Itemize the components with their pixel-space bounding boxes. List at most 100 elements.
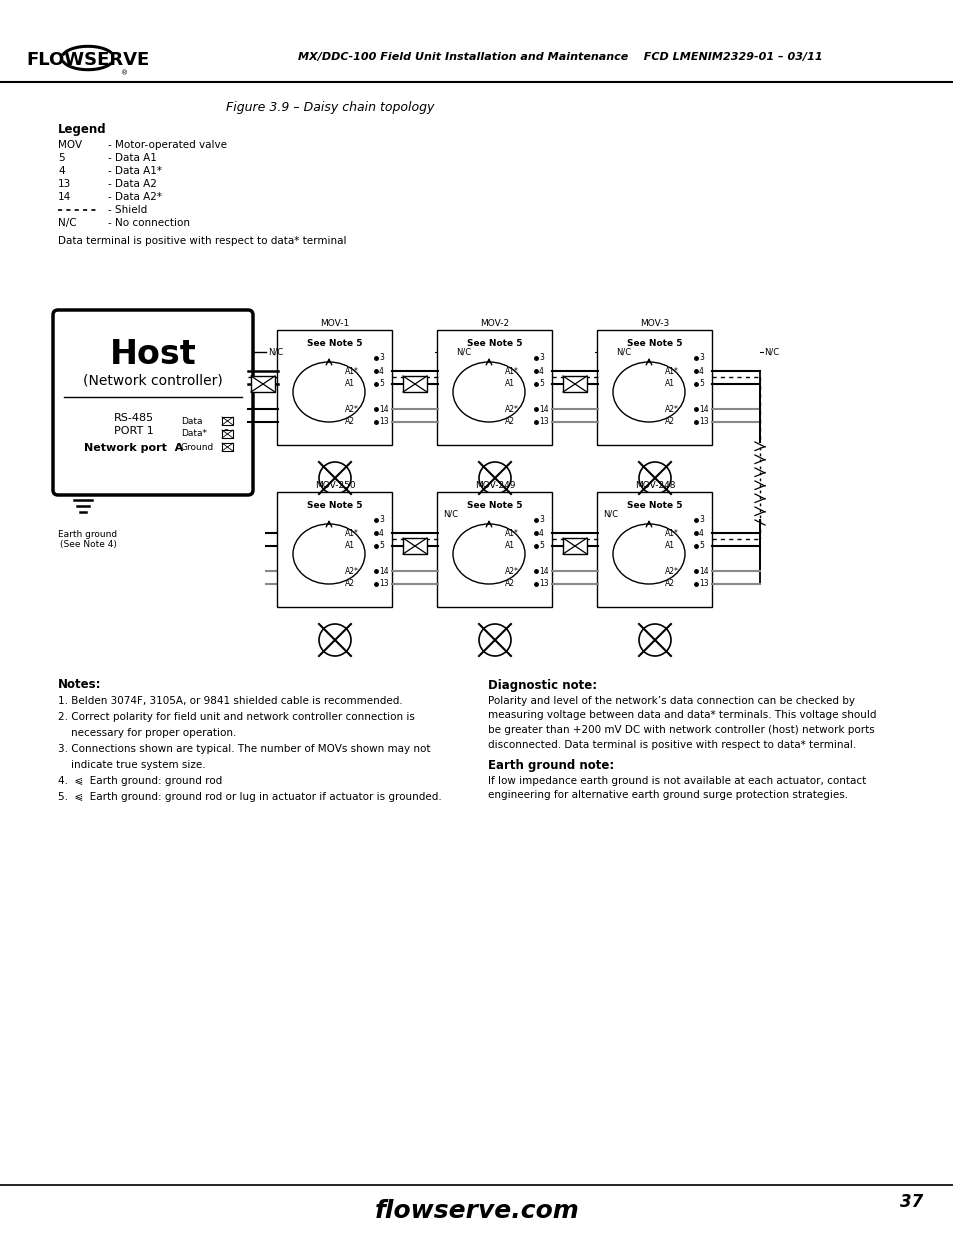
Text: 4.  ⩿  Earth ground: ground rod: 4. ⩿ Earth ground: ground rod bbox=[58, 776, 222, 785]
Circle shape bbox=[478, 462, 511, 494]
Text: 13: 13 bbox=[538, 579, 548, 589]
Circle shape bbox=[639, 462, 670, 494]
Ellipse shape bbox=[293, 524, 365, 584]
Text: 5: 5 bbox=[699, 379, 703, 389]
Text: A1*: A1* bbox=[345, 367, 358, 375]
Text: If low impedance earth ground is not available at each actuator, contact: If low impedance earth ground is not ava… bbox=[488, 776, 865, 785]
Ellipse shape bbox=[613, 524, 684, 584]
Text: A2: A2 bbox=[504, 579, 515, 589]
Text: A2*: A2* bbox=[664, 567, 679, 576]
Text: 13: 13 bbox=[378, 417, 388, 426]
Text: Host: Host bbox=[110, 338, 196, 372]
Text: 3: 3 bbox=[378, 515, 383, 525]
Text: N/C: N/C bbox=[456, 347, 471, 357]
Circle shape bbox=[318, 462, 351, 494]
Text: 3: 3 bbox=[538, 353, 543, 363]
Text: A2*: A2* bbox=[664, 405, 679, 414]
Bar bbox=[222, 443, 233, 451]
Text: 2: 2 bbox=[223, 430, 229, 438]
Bar bbox=[437, 492, 552, 606]
Text: - No connection: - No connection bbox=[108, 219, 190, 228]
Text: A2: A2 bbox=[664, 417, 675, 426]
Text: 14: 14 bbox=[538, 567, 548, 576]
Text: Earth ground note:: Earth ground note: bbox=[488, 758, 614, 772]
Text: A1: A1 bbox=[504, 541, 515, 551]
Text: - Data A1*: - Data A1* bbox=[108, 165, 162, 177]
Bar bbox=[597, 330, 712, 445]
Text: 4: 4 bbox=[699, 529, 703, 537]
Text: 4: 4 bbox=[538, 529, 543, 537]
Circle shape bbox=[478, 624, 511, 656]
Ellipse shape bbox=[293, 362, 365, 422]
Text: 4: 4 bbox=[378, 367, 383, 375]
Text: be greater than +200 mV DC with network controller (host) network ports: be greater than +200 mV DC with network … bbox=[488, 725, 874, 735]
Text: N/C: N/C bbox=[616, 347, 631, 357]
Text: 14: 14 bbox=[58, 191, 71, 203]
Text: Legend: Legend bbox=[58, 124, 107, 137]
Text: 4: 4 bbox=[538, 367, 543, 375]
Text: ®: ® bbox=[121, 70, 129, 77]
Text: MOV-3: MOV-3 bbox=[639, 320, 669, 329]
Text: - Data A1: - Data A1 bbox=[108, 153, 156, 163]
Text: engineering for alternative earth ground surge protection strategies.: engineering for alternative earth ground… bbox=[488, 790, 847, 800]
Text: 3: 3 bbox=[223, 442, 229, 452]
Text: - Motor-operated valve: - Motor-operated valve bbox=[108, 140, 227, 149]
Ellipse shape bbox=[613, 362, 684, 422]
Text: Network port  A: Network port A bbox=[84, 443, 183, 453]
Text: 14: 14 bbox=[378, 405, 388, 414]
Text: Ground: Ground bbox=[181, 442, 214, 452]
Ellipse shape bbox=[453, 362, 524, 422]
Text: 5: 5 bbox=[58, 153, 65, 163]
Text: 14: 14 bbox=[538, 405, 548, 414]
Text: 13: 13 bbox=[699, 417, 708, 426]
Text: 4: 4 bbox=[378, 529, 383, 537]
Text: 5: 5 bbox=[538, 541, 543, 551]
Text: MX/DDC-100 Field Unit Installation and Maintenance    FCD LMENIM2329-01 – 03/11: MX/DDC-100 Field Unit Installation and M… bbox=[297, 52, 821, 62]
Text: 5: 5 bbox=[378, 541, 383, 551]
Text: N/C: N/C bbox=[442, 510, 457, 519]
Text: 3: 3 bbox=[378, 353, 383, 363]
Text: A1: A1 bbox=[345, 379, 355, 389]
Text: 13: 13 bbox=[58, 179, 71, 189]
Circle shape bbox=[318, 624, 351, 656]
Text: N/C: N/C bbox=[602, 510, 618, 519]
Text: Earth ground
(See Note 4): Earth ground (See Note 4) bbox=[58, 530, 117, 550]
Text: 2. Correct polarity for field unit and network controller connection is: 2. Correct polarity for field unit and n… bbox=[58, 713, 415, 722]
Text: 3: 3 bbox=[699, 515, 703, 525]
Text: Polarity and level of the network’s data connection can be checked by: Polarity and level of the network’s data… bbox=[488, 697, 854, 706]
Text: 3. Connections shown are typical. The number of MOVs shown may not: 3. Connections shown are typical. The nu… bbox=[58, 743, 430, 755]
Text: - Data A2: - Data A2 bbox=[108, 179, 156, 189]
Text: disconnected. Data terminal is positive with respect to data* terminal.: disconnected. Data terminal is positive … bbox=[488, 740, 856, 750]
Text: N/C: N/C bbox=[268, 347, 283, 357]
Text: RS-485: RS-485 bbox=[113, 412, 153, 424]
Bar bbox=[562, 375, 586, 391]
Text: Data terminal is positive with respect to data* terminal: Data terminal is positive with respect t… bbox=[58, 236, 346, 246]
Text: A1*: A1* bbox=[345, 529, 358, 537]
Text: MOV: MOV bbox=[58, 140, 82, 149]
Text: 13: 13 bbox=[538, 417, 548, 426]
Text: A2*: A2* bbox=[504, 567, 518, 576]
Text: A2*: A2* bbox=[345, 405, 358, 414]
Text: N/C: N/C bbox=[763, 347, 779, 357]
Text: 4: 4 bbox=[699, 367, 703, 375]
Text: See Note 5: See Note 5 bbox=[467, 338, 522, 347]
Text: A2: A2 bbox=[664, 579, 675, 589]
Text: 5.  ⩿  Earth ground: ground rod or lug in actuator if actuator is grounded.: 5. ⩿ Earth ground: ground rod or lug in … bbox=[58, 792, 441, 802]
Text: A2*: A2* bbox=[345, 567, 358, 576]
Bar bbox=[402, 375, 427, 391]
Text: FLOWSERVE: FLOWSERVE bbox=[27, 51, 150, 69]
Text: 3: 3 bbox=[699, 353, 703, 363]
Text: 5: 5 bbox=[378, 379, 383, 389]
Text: necessary for proper operation.: necessary for proper operation. bbox=[58, 727, 236, 739]
Text: 1: 1 bbox=[223, 416, 229, 426]
Text: A1: A1 bbox=[504, 379, 515, 389]
Text: 13: 13 bbox=[699, 579, 708, 589]
Text: MOV-1: MOV-1 bbox=[320, 320, 349, 329]
Text: MOV-250: MOV-250 bbox=[314, 482, 355, 490]
Bar bbox=[222, 417, 233, 425]
Text: 5: 5 bbox=[538, 379, 543, 389]
Text: 14: 14 bbox=[699, 567, 708, 576]
Text: 3: 3 bbox=[538, 515, 543, 525]
Circle shape bbox=[639, 624, 670, 656]
Ellipse shape bbox=[453, 524, 524, 584]
